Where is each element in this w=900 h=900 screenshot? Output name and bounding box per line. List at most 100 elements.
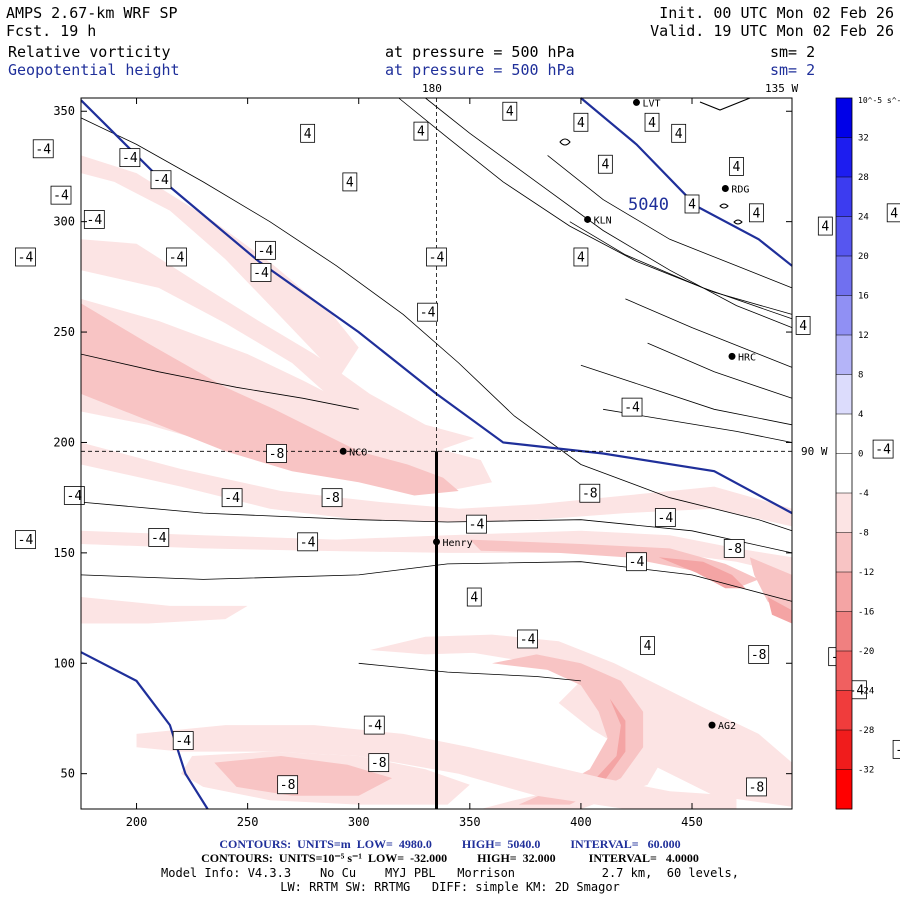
vorticity-contour-9 bbox=[80, 561, 793, 602]
contour-label-text: -4 bbox=[469, 518, 485, 533]
contour-label-55: -4 bbox=[148, 528, 170, 547]
contour-label-box bbox=[892, 739, 900, 759]
height-5040-label: 5040 bbox=[628, 195, 669, 215]
contour-label-box bbox=[417, 302, 439, 322]
contour-label-box bbox=[413, 121, 429, 141]
vorticity-contour-4 bbox=[569, 221, 793, 320]
contour-label-text: -8 bbox=[371, 756, 387, 771]
vorticity-contour-10 bbox=[580, 364, 793, 426]
contour-label-box bbox=[817, 216, 833, 236]
model-info: Model Info: V4.3.3 No Cu MYJ PBL Morriso… bbox=[161, 866, 739, 880]
contour-label-text: -4 bbox=[175, 734, 191, 749]
contour-label-text: -4 bbox=[849, 683, 865, 698]
vorticity-contour-layer bbox=[80, 97, 793, 682]
station-ag2: AG2 bbox=[708, 721, 736, 732]
colorbar-segment-3 bbox=[836, 216, 852, 257]
contour-label-76: -8 bbox=[748, 645, 770, 664]
contour-label-box bbox=[172, 731, 194, 750]
contour-label-text: -4 bbox=[420, 306, 436, 321]
colorbar-label: -24 bbox=[858, 687, 874, 697]
contour-label-box bbox=[640, 636, 655, 656]
colorbar-label: 0 bbox=[858, 450, 863, 460]
vorticity-contour-11 bbox=[358, 662, 581, 682]
vorticity-shade-17 bbox=[81, 597, 248, 624]
contour-label-box bbox=[32, 139, 54, 159]
contour-label-box bbox=[886, 203, 900, 223]
contour-label-text: -4 bbox=[122, 151, 138, 166]
contour-label-text: 4 bbox=[675, 127, 683, 142]
contour-label-4: 4 bbox=[644, 112, 660, 132]
contour-label-box bbox=[83, 210, 105, 229]
contour-label-70: -8 bbox=[266, 444, 287, 463]
station-marker bbox=[708, 721, 716, 729]
vorticity-contour-5 bbox=[625, 298, 793, 368]
contour-label-box bbox=[749, 203, 764, 223]
contour-label-text: -4 bbox=[520, 632, 536, 647]
contour-label-38: -4 bbox=[15, 247, 36, 267]
contour-label-0: 4 bbox=[300, 123, 316, 143]
contour-label-6: 4 bbox=[729, 157, 744, 176]
contour-label-text: 4 bbox=[648, 116, 656, 131]
colorbar-segment-15 bbox=[836, 690, 852, 731]
vorticity-contour-0 bbox=[80, 117, 793, 532]
station-label: HRC bbox=[738, 352, 756, 363]
contour-label-box bbox=[119, 148, 141, 168]
station-marker bbox=[721, 185, 729, 193]
colorbar-label: 24 bbox=[858, 213, 869, 223]
contour-label-text: -4 bbox=[67, 489, 83, 504]
contour-label-text: -4 bbox=[366, 719, 382, 734]
colorbar-segment-5 bbox=[836, 295, 852, 336]
lon-180-label: 180 bbox=[422, 82, 442, 95]
contour-label-9: 4 bbox=[684, 194, 700, 214]
contour-label-text: -4 bbox=[253, 266, 269, 281]
station-kln: KLN bbox=[584, 215, 612, 226]
station-marker bbox=[632, 98, 640, 106]
y-tick-label: 300 bbox=[53, 215, 75, 229]
colorbar-segment-0 bbox=[836, 98, 852, 138]
contour-label-72: -8 bbox=[579, 483, 601, 503]
lon-135w-label: 135 W bbox=[765, 82, 798, 95]
vorticity-shade-6 bbox=[469, 539, 759, 589]
contour-label-31: -4 bbox=[119, 148, 141, 168]
field2-level: at pressure = 500 hPa bbox=[385, 61, 575, 79]
contour-label-text: -4 bbox=[53, 189, 69, 204]
vorticity-shade-1 bbox=[81, 239, 475, 452]
contour-label-50: -4 bbox=[466, 514, 487, 534]
contour-label-text: -4 bbox=[300, 535, 316, 550]
contour-label-text: -4 bbox=[18, 533, 34, 548]
colorbar-segment-16 bbox=[836, 730, 852, 770]
y-tick-label: 50 bbox=[61, 767, 75, 781]
colorbar-segment-6 bbox=[836, 335, 852, 375]
contour-label-text: 4 bbox=[688, 197, 696, 212]
contour-label-28: 4 bbox=[466, 587, 482, 607]
contour-label-box bbox=[671, 123, 687, 143]
contour-label-82: -8 bbox=[746, 777, 767, 797]
contour-label-box bbox=[148, 528, 170, 547]
vorticity-shade-0 bbox=[81, 155, 359, 379]
contour-label-text: 4 bbox=[304, 127, 312, 142]
contour-label-text: -4 bbox=[629, 555, 645, 570]
contour-label-box bbox=[621, 397, 643, 417]
island-cluster bbox=[719, 203, 743, 225]
vorticity-contour-6 bbox=[647, 342, 793, 399]
contour-label-11: 4 bbox=[817, 216, 833, 236]
contour-label-text: -4 bbox=[875, 443, 891, 458]
contour-label-30: -4 bbox=[32, 139, 54, 159]
contour-label-60: -4 bbox=[517, 629, 538, 649]
contour-label-text: -4 bbox=[153, 173, 169, 188]
contour-label-text: 4 bbox=[821, 220, 829, 235]
height-contour-4980 bbox=[80, 651, 209, 810]
contour-label-42: -4 bbox=[250, 263, 272, 282]
contour-label-box bbox=[250, 263, 272, 282]
contour-label-text: 4 bbox=[417, 125, 425, 140]
contour-label-text: -8 bbox=[895, 743, 900, 758]
vorticity-shade-10 bbox=[369, 634, 792, 807]
contour-label-1: 4 bbox=[413, 121, 429, 141]
contour-label-34: -4 bbox=[50, 185, 72, 205]
contour-label-35: -4 bbox=[83, 210, 105, 229]
contour-label-box bbox=[50, 185, 72, 205]
contour-label-text: 4 bbox=[799, 319, 807, 334]
forecast-hour: Fcst. 19 h bbox=[6, 22, 97, 40]
contour-label-box bbox=[63, 486, 85, 505]
y-tick-label: 150 bbox=[53, 546, 75, 560]
